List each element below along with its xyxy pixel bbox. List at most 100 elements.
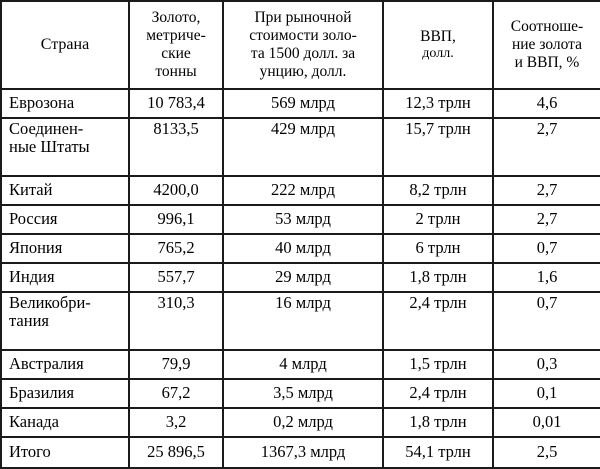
cell-gdp: 1,8 трлн [382,407,494,438]
cell-country: Итого [0,436,130,469]
table-row: Великобри-тания 310,3 16 млрд 2,4 трлн 0,7 [0,291,600,351]
cell-ratio-value: 2,7 [536,119,558,138]
cell-gold-tonnes: 79,9 [128,349,224,380]
cell-country-line1: Итого [9,442,51,462]
table-header-row: Страна Золото, метриче- ские тонны При р… [0,0,600,90]
column-header-ratio-line3: и ВВП, % [514,53,580,71]
cell-gdp-value: 2,4 трлн [409,383,467,403]
cell-gold-tonnes: 765,2 [128,233,224,264]
cell-gdp: 8,2 трлн [382,175,494,206]
column-header-ratio-line2: ние золота [511,36,583,54]
column-header-country: Страна [0,0,130,90]
cell-gdp: 15,7 трлн [382,117,494,177]
cell-ratio: 4,6 [492,88,600,119]
cell-market-value-value: 40 млрд [275,238,331,258]
cell-market-value: 3,5 млрд [222,378,384,409]
cell-market-value-value: 0,2 млрд [273,412,333,432]
cell-market-value-value: 569 млрд [271,93,335,113]
cell-market-value: 29 млрд [222,262,384,293]
column-header-market-value-line2: стоимости золо- [249,27,357,45]
column-header-country-label: Страна [40,35,90,53]
cell-country: Австралия [0,349,130,380]
cell-gdp: 1,8 трлн [382,262,494,293]
cell-gdp-value: 1,8 трлн [409,412,467,432]
cell-gdp: 12,3 трлн [382,88,494,119]
cell-market-value: 222 млрд [222,175,384,206]
cell-gold-tonnes-value: 996,1 [157,209,195,229]
cell-market-value-value: 429 млрд [271,119,335,138]
table-row: Канада 3,2 0,2 млрд 1,8 трлн 0,01 [0,407,600,438]
table-row: Китай 4200,0 222 млрд 8,2 трлн 2,7 [0,175,600,206]
cell-ratio-value: 2,7 [536,180,558,200]
cell-ratio: 2,5 [492,436,600,469]
cell-gold-tonnes-value: 557,7 [157,267,195,287]
cell-gold-tonnes: 8133,5 [128,117,224,177]
table-row: Индия 557,7 29 млрд 1,8 трлн 1,6 [0,262,600,293]
cell-market-value-value: 3,5 млрд [273,383,333,403]
cell-country-line1: Канада [9,412,59,432]
cell-market-value-value: 222 млрд [271,180,335,200]
cell-gdp: 54,1 трлн [382,436,494,469]
cell-ratio: 0,1 [492,378,600,409]
cell-country-line1: Китай [9,180,53,200]
cell-market-value: 569 млрд [222,88,384,119]
cell-ratio-value: 1,6 [536,267,558,287]
cell-gdp: 2,4 трлн [382,378,494,409]
table-body: Еврозона 10 783,4 569 млрд 12,3 трлн 4,6 Соед… [0,88,600,469]
table-row: Бразилия 67,2 3,5 млрд 2,4 трлн 0,1 [0,378,600,409]
column-header-ratio: Соотноше- ние золота и ВВП, % [492,0,600,90]
cell-country: Индия [0,262,130,293]
column-header-market-value-line4: унцию, долл. [259,62,347,80]
table-row: Итого 25 896,5 1367,3 млрд 54,1 трлн 2,5 [0,436,600,469]
column-header-market-value-line1: При рыночной [254,9,352,27]
cell-gdp: 2,4 трлн [382,291,494,351]
cell-gdp-value: 2,4 трлн [409,293,467,312]
cell-ratio: 2,7 [492,204,600,235]
cell-country: Соединен-ные Штаты [0,117,130,177]
cell-market-value: 53 млрд [222,204,384,235]
cell-ratio-value: 0,7 [536,293,558,312]
cell-market-value: 40 млрд [222,233,384,264]
cell-gold-tonnes-value: 10 783,4 [147,93,205,113]
cell-ratio-value: 0,3 [536,354,558,374]
cell-gold-tonnes: 67,2 [128,378,224,409]
cell-market-value: 0,2 млрд [222,407,384,438]
cell-gdp-value: 6 трлн [415,238,461,258]
column-header-gold: Золото, метриче- ские тонны [128,0,224,90]
cell-gold-tonnes-value: 8133,5 [153,119,199,138]
cell-market-value-value: 16 млрд [275,293,331,312]
cell-gdp: 6 трлн [382,233,494,264]
table-header: Страна Золото, метриче- ские тонны При р… [0,0,600,90]
cell-gdp-value: 8,2 трлн [409,180,467,200]
cell-gold-tonnes: 3,2 [128,407,224,438]
cell-ratio: 2,7 [492,175,600,206]
cell-market-value: 16 млрд [222,291,384,351]
cell-gdp-value: 1,5 трлн [409,354,467,374]
column-header-ratio-line1: Соотноше- [510,18,584,36]
cell-ratio-value: 2,7 [536,209,558,229]
cell-country-line1: Япония [9,238,63,258]
cell-gold-tonnes: 996,1 [128,204,224,235]
cell-ratio-value: 0,01 [532,412,562,432]
table-row: Япония 765,2 40 млрд 6 трлн 0,7 [0,233,600,264]
column-header-gold-line3: ские [161,45,191,62]
cell-country: Россия [0,204,130,235]
column-header-market-value-line3: та 1500 долл. за [250,45,356,62]
cell-gold-tonnes: 10 783,4 [128,88,224,119]
cell-ratio: 2,7 [492,117,600,177]
cell-gold-tonnes: 310,3 [128,291,224,351]
cell-gdp-value: 1,8 трлн [409,267,467,287]
cell-country: Великобри-тания [0,291,130,351]
cell-gold-tonnes-value: 310,3 [157,293,195,312]
cell-market-value: 1367,3 млрд [222,436,384,469]
cell-country-line1: Индия [9,267,55,287]
cell-gold-tonnes-value: 79,9 [161,354,191,374]
cell-gdp-value: 2 трлн [415,209,461,229]
cell-gold-tonnes: 25 896,5 [128,436,224,469]
cell-gdp-value: 15,7 трлн [405,119,471,138]
cell-country-line2: тания [9,311,49,331]
cell-gold-tonnes-value: 3,2 [165,412,187,432]
cell-gdp: 1,5 трлн [382,349,494,380]
